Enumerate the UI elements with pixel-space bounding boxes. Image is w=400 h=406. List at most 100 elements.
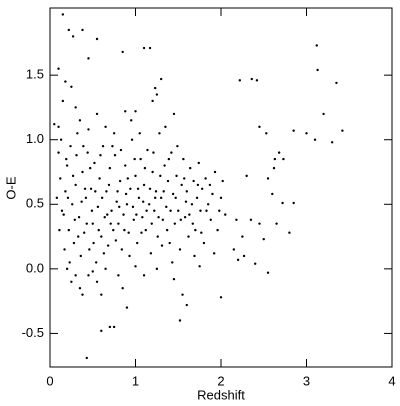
data-point (155, 93, 159, 96)
data-point (163, 164, 166, 167)
data-point (94, 261, 98, 264)
data-point (148, 187, 152, 190)
data-point (175, 174, 178, 178)
data-point (153, 86, 157, 90)
data-point (109, 222, 112, 225)
data-point (91, 222, 94, 225)
data-point (75, 154, 78, 157)
data-point (151, 170, 154, 174)
data-point (224, 213, 227, 216)
data-point (138, 132, 141, 135)
data-point (235, 218, 238, 221)
data-point (135, 213, 138, 216)
data-point (213, 170, 217, 174)
x-tick-label: 2 (217, 373, 224, 388)
data-point (100, 293, 103, 296)
data-point (266, 177, 270, 180)
data-point (330, 141, 334, 144)
data-point (305, 132, 308, 135)
y-axis-label: O-E (3, 176, 18, 199)
data-point (182, 157, 185, 161)
data-point (67, 228, 71, 232)
data-point (178, 319, 182, 322)
data-point (165, 228, 169, 232)
data-point (254, 262, 257, 265)
data-point (173, 222, 177, 225)
data-point (92, 241, 95, 245)
data-point (108, 325, 112, 329)
data-point (161, 218, 165, 221)
data-point (282, 157, 285, 161)
data-point (124, 110, 127, 113)
data-point (78, 287, 82, 290)
data-point (198, 265, 201, 268)
data-point (292, 201, 295, 205)
data-point (144, 228, 147, 232)
x-tick-label: 4 (388, 373, 395, 388)
data-point (94, 190, 97, 193)
data-point (87, 274, 90, 277)
data-point (98, 177, 101, 180)
data-point (111, 144, 114, 148)
data-point (209, 218, 212, 221)
data-point (71, 35, 75, 38)
data-point (83, 187, 87, 190)
data-point (53, 123, 56, 126)
data-point (174, 196, 177, 200)
data-point (106, 244, 110, 247)
data-point (59, 177, 62, 180)
data-point (83, 231, 86, 234)
data-point (57, 151, 60, 154)
data-point (81, 293, 84, 296)
data-point (170, 151, 173, 154)
data-point (64, 80, 67, 83)
data-point (188, 213, 191, 216)
data-point (97, 228, 100, 232)
data-point (172, 277, 176, 281)
data-point (202, 241, 206, 245)
data-point (288, 231, 291, 234)
data-point (95, 280, 99, 283)
data-point (136, 241, 139, 245)
data-point (141, 200, 145, 203)
data-point (87, 128, 90, 131)
data-point (129, 187, 132, 190)
data-point (149, 252, 153, 255)
data-point (147, 203, 151, 206)
data-point (124, 192, 128, 196)
data-point (185, 190, 188, 193)
data-point (107, 183, 111, 187)
data-point (139, 157, 142, 161)
data-point (219, 196, 223, 200)
data-point (180, 183, 183, 187)
data-point (277, 151, 281, 154)
x-tick-label: 1 (132, 373, 139, 388)
data-point (165, 205, 168, 209)
data-point (134, 110, 137, 113)
data-point (232, 248, 236, 251)
data-point (187, 235, 190, 238)
data-point (177, 209, 180, 212)
data-point (204, 177, 207, 180)
data-point (178, 248, 182, 251)
data-point (183, 216, 187, 219)
x-tick-label: 3 (303, 373, 310, 388)
data-point (184, 200, 188, 203)
data-point (156, 235, 159, 238)
data-point (126, 177, 130, 180)
data-point (61, 13, 65, 16)
data-point (154, 190, 158, 193)
data-point (130, 138, 134, 141)
data-point (123, 228, 126, 232)
data-point (80, 200, 83, 203)
x-tick-label: 0 (46, 373, 53, 388)
data-point (71, 174, 75, 178)
data-point (168, 241, 171, 245)
data-point (63, 248, 66, 251)
data-point (121, 50, 124, 54)
data-point (221, 179, 224, 183)
data-point (119, 148, 123, 152)
data-point (73, 218, 76, 221)
data-point (167, 157, 171, 161)
